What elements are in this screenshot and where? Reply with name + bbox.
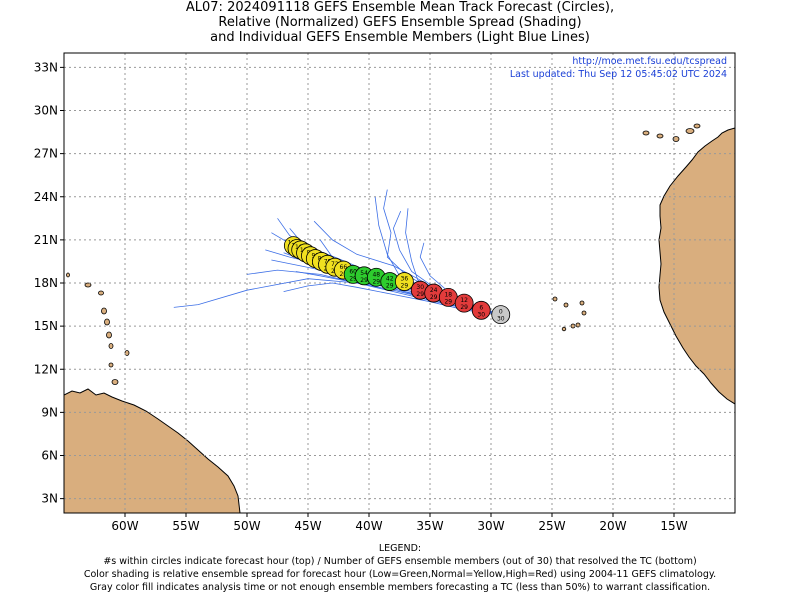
track-circle bbox=[394, 272, 414, 291]
south-america-landmass bbox=[64, 388, 241, 513]
lat-tick-label: 15N bbox=[34, 319, 58, 333]
lon-tick-label: 35W bbox=[416, 519, 443, 533]
member-count-label: 29 bbox=[444, 298, 452, 305]
canary-island bbox=[656, 133, 664, 139]
antilles-island bbox=[66, 272, 70, 278]
lon-tick-label: 15W bbox=[660, 519, 687, 533]
track-point: 030 bbox=[491, 305, 511, 325]
lat-tick-label: 33N bbox=[34, 60, 58, 74]
cape-verde-island bbox=[552, 296, 558, 302]
member-count-label: 29 bbox=[386, 283, 394, 290]
member-count-label: 29 bbox=[401, 283, 409, 290]
lat-tick-label: 3N bbox=[41, 492, 58, 506]
forecast-hour-label: 30 bbox=[416, 284, 424, 291]
antilles-island bbox=[108, 343, 114, 349]
canary-island bbox=[685, 128, 695, 134]
forecast-hour-label: 6 bbox=[479, 304, 483, 311]
antilles-island bbox=[104, 318, 110, 326]
legend-line-2: Color shading is relative ensemble sprea… bbox=[83, 569, 717, 580]
member-count-label: 29 bbox=[349, 275, 357, 282]
source-url[interactable]: http://moe.met.fsu.edu/tcspread bbox=[572, 56, 727, 67]
cape-verde-island bbox=[561, 326, 567, 332]
antilles-island bbox=[106, 331, 112, 339]
lon-tick-label: 25W bbox=[538, 519, 565, 533]
member-count-label: 29 bbox=[430, 294, 438, 301]
antilles-island bbox=[84, 282, 92, 288]
lat-tick-label: 24N bbox=[34, 190, 58, 204]
track-circle bbox=[491, 305, 511, 325]
member-count-label: 30 bbox=[497, 316, 505, 323]
legend: LEGEND: #s within circles indicate forec… bbox=[0, 542, 800, 594]
legend-line-3: Gray color fill indicates analysis time … bbox=[89, 582, 711, 593]
forecast-hour-label: 42 bbox=[386, 276, 394, 283]
member-count-label: 30 bbox=[477, 311, 485, 318]
lat-tick-label: 12N bbox=[34, 362, 58, 376]
canary-island bbox=[642, 130, 650, 136]
lat-tick-label: 6N bbox=[41, 449, 58, 463]
forecast-hour-label: 48 bbox=[372, 271, 380, 278]
track-circle bbox=[471, 300, 491, 320]
antilles-island bbox=[98, 290, 104, 296]
lat-tick-label: 30N bbox=[34, 104, 58, 118]
legend-line-1: #s within circles indicate forecast hour… bbox=[103, 556, 697, 567]
forecast-hour-label: 36 bbox=[401, 276, 409, 283]
lat-tick-label: 27N bbox=[34, 147, 58, 161]
forecast-hour-label: 54 bbox=[360, 270, 368, 277]
forecast-hour-label: 72 bbox=[331, 261, 339, 268]
antilles-island bbox=[108, 362, 114, 368]
forecast-hour-label: 66 bbox=[340, 264, 348, 271]
lon-tick-label: 60W bbox=[111, 519, 138, 533]
antilles-island bbox=[101, 307, 107, 315]
chart-title: AL07: 2024091118 GEFS Ensemble Mean Trac… bbox=[0, 0, 800, 45]
canary-island bbox=[672, 136, 680, 142]
member-count-label: 29 bbox=[460, 304, 468, 311]
forecast-map: 1202911429108291022996299029842978297229… bbox=[34, 52, 736, 533]
lat-tick-label: 9N bbox=[41, 405, 58, 419]
antilles-island bbox=[124, 350, 130, 356]
track-point: 630 bbox=[471, 300, 491, 320]
title-line-2: Relative (Normalized) GEFS Ensemble Spre… bbox=[218, 15, 582, 30]
mean-track-circles: 1202911429108291022996299029842978297229… bbox=[283, 236, 511, 325]
forecast-hour-label: 12 bbox=[460, 297, 468, 304]
lon-tick-label: 20W bbox=[599, 519, 626, 533]
cape-verde-island bbox=[563, 302, 569, 308]
last-updated: Last updated: Thu Sep 12 05:45:02 UTC 20… bbox=[510, 69, 727, 80]
lon-tick-label: 30W bbox=[477, 519, 504, 533]
trinidad-island bbox=[111, 379, 119, 385]
lon-tick-label: 40W bbox=[355, 519, 382, 533]
member-count-label: 29 bbox=[372, 278, 380, 285]
forecast-hour-label: 60 bbox=[349, 268, 357, 275]
member-count-label: 29 bbox=[416, 291, 424, 298]
axis-labels: 33N 30N 27N 24N 21N 18N 15N 12N 9N 6N 3N 60W 55W 50W 4… bbox=[34, 60, 688, 533]
lon-tick-label: 50W bbox=[233, 519, 260, 533]
member-count-label: 29 bbox=[360, 277, 368, 284]
forecast-hour-label: 24 bbox=[430, 287, 438, 294]
forecast-hour-label: 0 bbox=[499, 309, 503, 316]
lon-tick-label: 45W bbox=[294, 519, 321, 533]
lat-tick-label: 21N bbox=[34, 233, 58, 247]
title-line-1: AL07: 2024091118 GEFS Ensemble Mean Trac… bbox=[185, 0, 615, 15]
lat-tick-label: 18N bbox=[34, 276, 58, 290]
legend-heading: LEGEND: bbox=[378, 543, 422, 554]
member-count-label: 29 bbox=[340, 271, 348, 278]
forecast-hour-label: 18 bbox=[444, 291, 452, 298]
cape-verde-island bbox=[581, 310, 587, 316]
canary-island bbox=[693, 123, 701, 129]
cape-verde-island bbox=[579, 300, 585, 306]
title-line-3: and Individual GEFS Ensemble Members (Li… bbox=[210, 30, 590, 45]
lon-tick-label: 55W bbox=[172, 519, 199, 533]
track-circle bbox=[454, 293, 474, 313]
